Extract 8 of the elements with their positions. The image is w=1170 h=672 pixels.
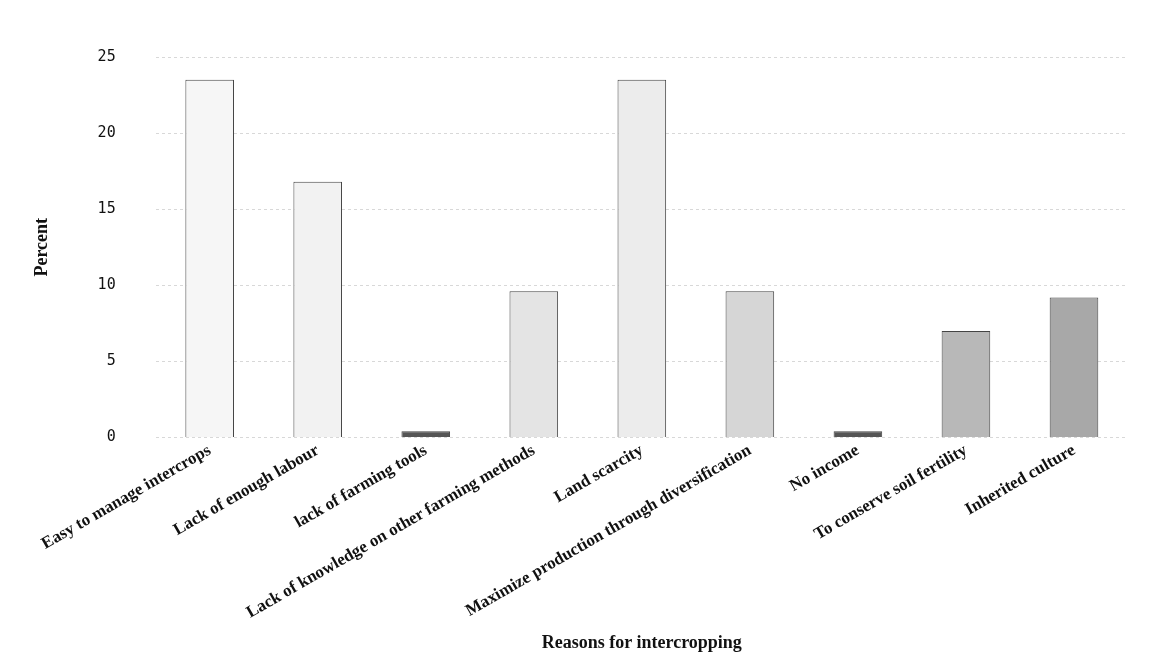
x-axis-title: Reasons for intercropping — [541, 631, 742, 652]
y-tick-label: 20 — [97, 122, 116, 141]
y-tick-label: 10 — [97, 275, 116, 294]
y-axis-title: Percent — [31, 217, 52, 277]
y-tick-label: 15 — [97, 199, 116, 218]
y-tick-label: 5 — [106, 351, 116, 370]
y-tick-label: 0 — [106, 427, 116, 446]
y-tick-label: 25 — [97, 46, 116, 65]
